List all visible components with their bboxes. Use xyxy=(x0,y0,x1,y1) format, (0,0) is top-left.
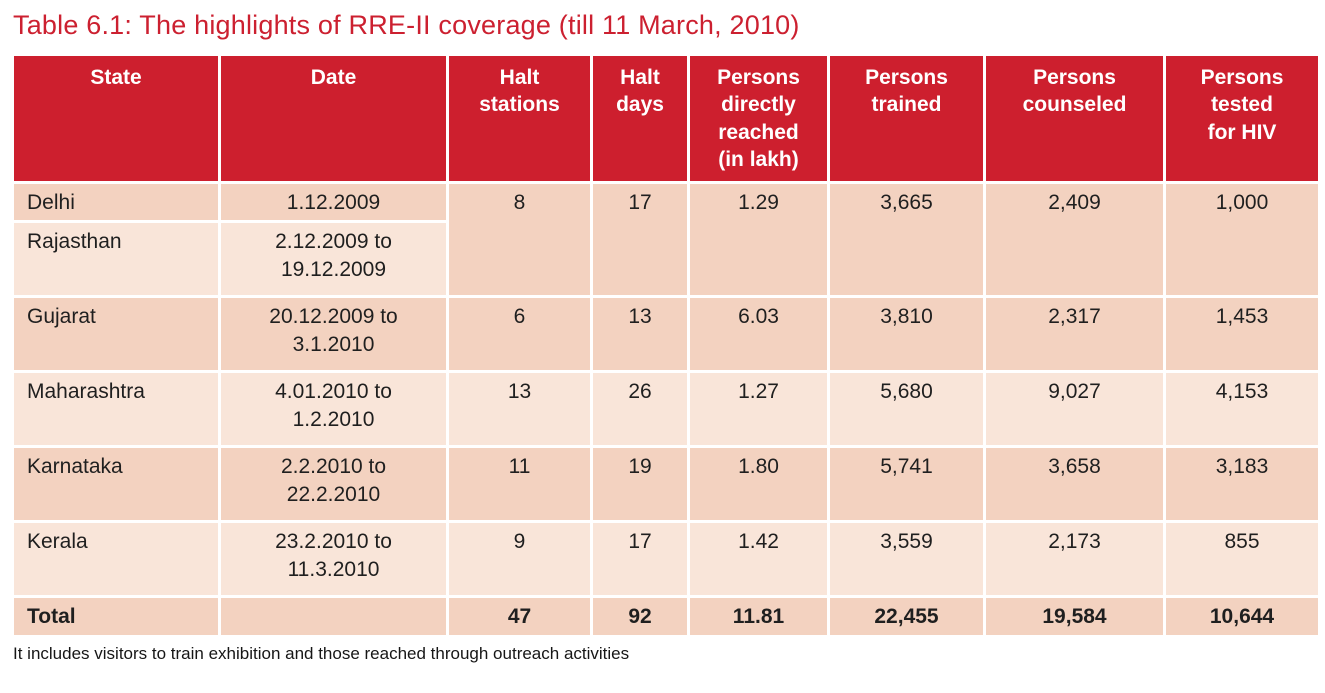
persons-counseled-cell: 2,409 xyxy=(983,180,1166,299)
halt-stations-cell: 13 xyxy=(446,370,593,449)
coverage-table: State Date Halt stations Halt days Perso… xyxy=(11,53,1321,638)
column-header-halt-days: Halt days xyxy=(590,53,690,184)
table-row-maharashtra: Maharashtra 4.01.2010 to 1.2.2010 13 26 … xyxy=(11,370,1321,449)
persons-trained-cell: 5,680 xyxy=(827,370,986,449)
persons-counseled-total-cell: 19,584 xyxy=(983,595,1166,638)
halt-days-cell: 26 xyxy=(590,370,690,449)
persons-counseled-cell: 3,658 xyxy=(983,445,1166,524)
persons-tested-cell: 1,453 xyxy=(1163,295,1321,374)
header-row: State Date Halt stations Halt days Perso… xyxy=(11,53,1321,184)
table-row-rajasthan: Rajasthan 2.12.2009 to 19.12.2009 xyxy=(11,220,1320,299)
table-row-total: Total 47 92 11.81 22,455 19,584 10,644 xyxy=(11,595,1321,638)
state-cell: Kerala xyxy=(11,520,221,599)
halt-days-cell: 17 xyxy=(590,180,690,299)
halt-stations-cell: 11 xyxy=(446,445,593,524)
table-row-gujarat: Gujarat 20.12.2009 to 3.1.2010 6 13 6.03… xyxy=(11,295,1321,374)
state-cell: Delhi xyxy=(11,180,221,224)
halt-days-cell: 19 xyxy=(590,445,690,524)
halt-days-cell: 17 xyxy=(590,520,690,599)
persons-reached-total-cell: 11.81 xyxy=(687,595,830,638)
date-cell: 2.12.2009 to 19.12.2009 xyxy=(218,220,449,299)
persons-reached-cell: 1.80 xyxy=(687,445,830,524)
persons-trained-cell: 5,741 xyxy=(827,445,986,524)
date-cell-empty xyxy=(218,595,449,638)
halt-stations-total-cell: 47 xyxy=(446,595,593,638)
persons-counseled-cell: 2,173 xyxy=(983,520,1166,599)
page-title: Table 6.1: The highlights of RRE-II cove… xyxy=(13,10,800,40)
persons-trained-cell: 3,810 xyxy=(827,295,986,374)
column-header-persons-trained: Persons trained xyxy=(827,53,986,184)
halt-stations-cell: 9 xyxy=(446,520,593,599)
column-header-persons-tested: Persons tested for HIV xyxy=(1163,53,1321,184)
table-row-delhi: Delhi 1.12.2009 8 17 1.29 3,665 2,409 1,… xyxy=(11,180,1321,299)
state-cell: Rajasthan xyxy=(11,220,221,299)
persons-counseled-cell: 2,317 xyxy=(983,295,1166,374)
halt-stations-cell: 6 xyxy=(446,295,593,374)
state-cell: Maharashtra xyxy=(11,370,221,449)
persons-reached-cell: 6.03 xyxy=(687,295,830,374)
column-header-halt-stations: Halt stations xyxy=(446,53,593,184)
table-footnote: It includes visitors to train exhibition… xyxy=(13,643,630,663)
persons-tested-cell: 3,183 xyxy=(1163,445,1321,524)
total-label-cell: Total xyxy=(11,595,221,638)
date-cell: 20.12.2009 to 3.1.2010 xyxy=(218,295,449,374)
persons-reached-cell: 1.42 xyxy=(687,520,830,599)
persons-reached-cell: 1.29 xyxy=(687,180,830,299)
date-cell: 23.2.2010 to 11.3.2010 xyxy=(218,520,449,599)
persons-counseled-cell: 9,027 xyxy=(983,370,1166,449)
halt-days-total-cell: 92 xyxy=(590,595,690,638)
column-header-persons-reached: Persons directly reached (in lakh) xyxy=(687,53,830,184)
column-header-persons-counseled: Persons counseled xyxy=(983,53,1166,184)
persons-trained-cell: 3,665 xyxy=(827,180,986,299)
date-cell: 4.01.2010 to 1.2.2010 xyxy=(218,370,449,449)
halt-days-cell: 13 xyxy=(590,295,690,374)
persons-tested-cell: 4,153 xyxy=(1163,370,1321,449)
date-cell: 2.2.2010 to 22.2.2010 xyxy=(218,445,449,524)
persons-tested-cell: 1,000 xyxy=(1163,180,1321,299)
column-header-date: Date xyxy=(218,53,449,184)
column-header-state: State xyxy=(11,53,221,184)
persons-trained-total-cell: 22,455 xyxy=(827,595,986,638)
table-row-kerala: Kerala 23.2.2010 to 11.3.2010 9 17 1.42 … xyxy=(11,520,1321,599)
persons-reached-cell: 1.27 xyxy=(687,370,830,449)
table-row-karnataka: Karnataka 2.2.2010 to 22.2.2010 11 19 1.… xyxy=(11,445,1321,524)
date-cell: 1.12.2009 xyxy=(218,180,449,224)
persons-tested-total-cell: 10,644 xyxy=(1163,595,1321,638)
halt-stations-cell: 8 xyxy=(446,180,593,299)
state-cell: Karnataka xyxy=(11,445,221,524)
persons-tested-cell: 855 xyxy=(1163,520,1321,599)
persons-trained-cell: 3,559 xyxy=(827,520,986,599)
state-cell: Gujarat xyxy=(11,295,221,374)
